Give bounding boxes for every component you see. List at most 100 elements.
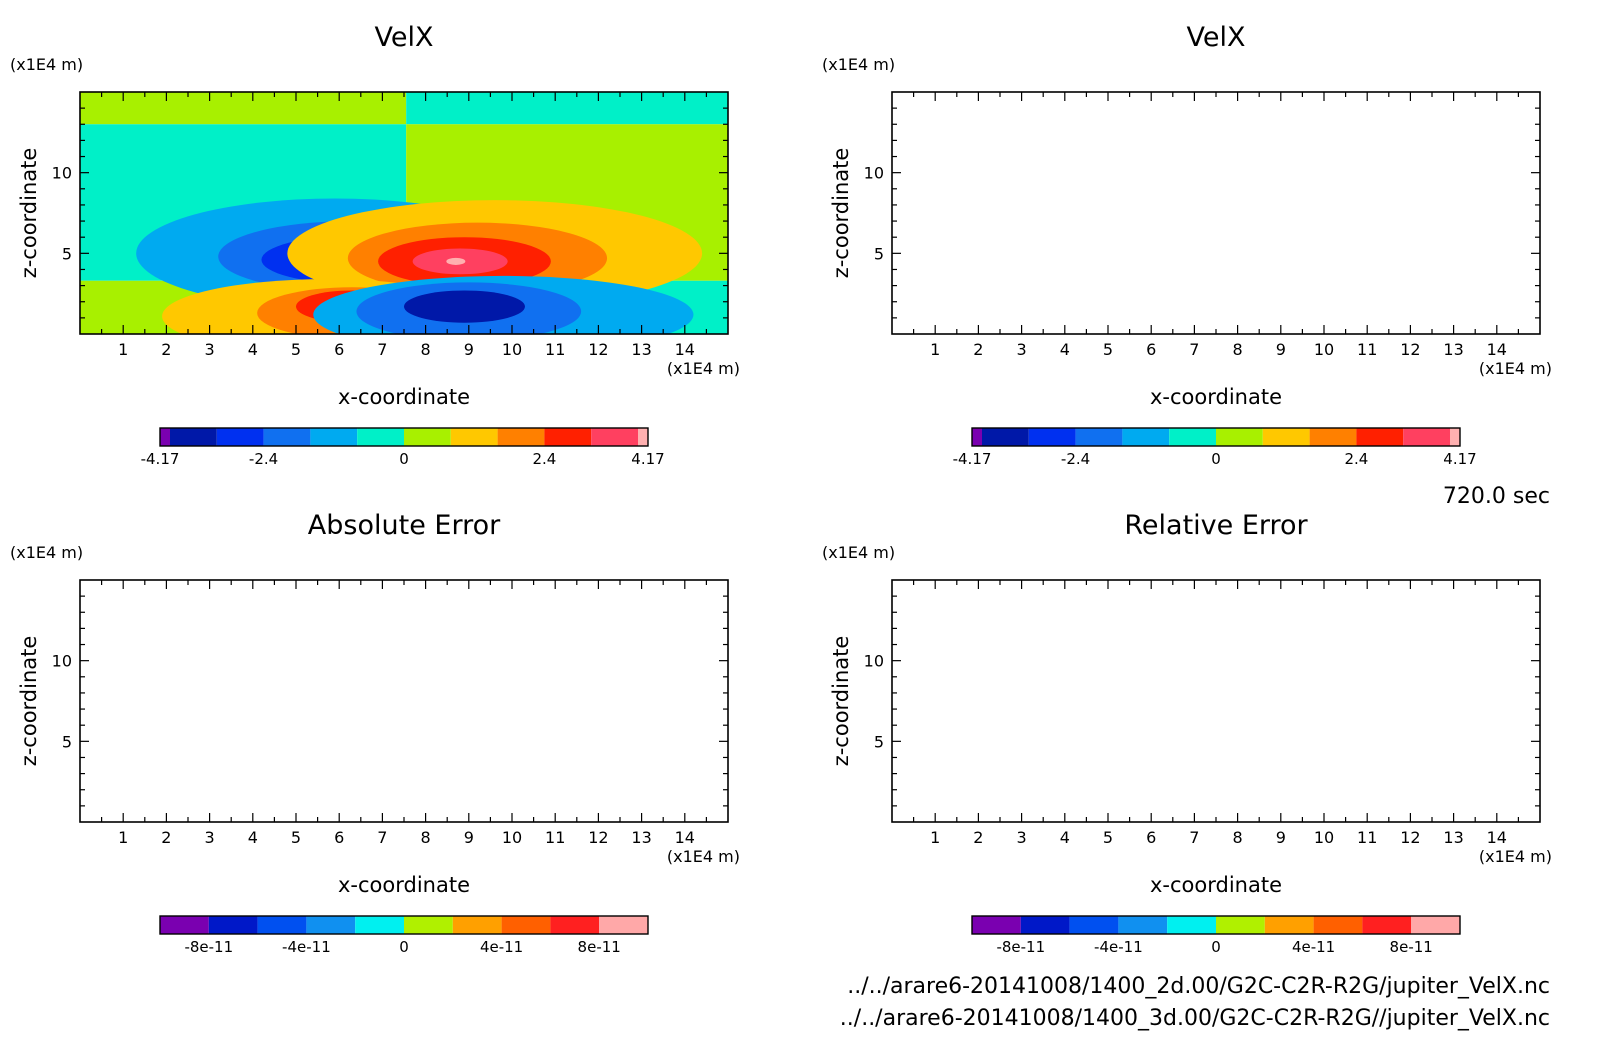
- y-unit-label: (x1E4 m): [10, 55, 83, 74]
- x-axis-label: x-coordinate: [338, 385, 470, 409]
- x-unit-label: (x1E4 m): [667, 847, 740, 866]
- colorbar-swatch: [208, 916, 258, 934]
- x-tick-label: 3: [205, 340, 215, 359]
- file-path-1: ../../arare6-20141008/1400_2d.00/G2C-C2R…: [847, 974, 1550, 999]
- chart-panel-4: Relative Error (x1E4 m) (x1E4 m) z-coordina…: [822, 510, 1552, 956]
- colorbar-frame: [159, 915, 649, 935]
- colorbar-label: -2.4: [249, 450, 278, 468]
- colorbar-swatch: [550, 916, 600, 934]
- colorbar-swatch: [263, 428, 311, 446]
- colorbar-label: 0: [399, 450, 409, 468]
- x-tick-label: 2: [973, 828, 983, 847]
- colorbar-swatch: [170, 428, 217, 446]
- upper-negative-lobe-contour-2: [1030, 221, 1298, 292]
- y-unit-label: (x1E4 m): [822, 543, 895, 562]
- plot-frame: [891, 579, 1541, 823]
- colorbar-swatch: [257, 916, 307, 934]
- colorbar: -8e-11 -4e-11 0 4e-11 8e-11: [971, 915, 1461, 956]
- colorbar-swatch: [1122, 428, 1170, 446]
- colorbar-swatch: [1118, 916, 1168, 934]
- x-tick-label: 7: [377, 340, 387, 359]
- colorbar-label: 8e-11: [1390, 938, 1433, 956]
- x-tick-label: 12: [588, 828, 608, 847]
- band-bottom-left: [892, 281, 1218, 334]
- x-tick-label: 13: [631, 828, 651, 847]
- y-tick-label: 10: [864, 652, 884, 671]
- colorbar-swatch: [1075, 428, 1123, 446]
- y-tick-label: 5: [62, 732, 72, 751]
- colorbar-label: 4e-11: [480, 938, 523, 956]
- colorbar-label: -8e-11: [996, 938, 1045, 956]
- x-tick-label: 6: [1146, 340, 1156, 359]
- x-unit-label: (x1E4 m): [1479, 359, 1552, 378]
- colorbar: -8e-11 -4e-11 0 4e-11 8e-11: [159, 915, 649, 956]
- colorbar-frame: [971, 915, 1461, 935]
- colorbar-label: 0: [1211, 938, 1221, 956]
- x-tick-label: 4: [248, 828, 258, 847]
- x-tick-label: 3: [205, 828, 215, 847]
- x-tick-label: 14: [675, 828, 695, 847]
- colorbar-swatch: [1411, 916, 1460, 934]
- x-tick-label: 4: [1060, 340, 1070, 359]
- colorbar-swatch: [591, 428, 638, 446]
- x-tick-label: 4: [248, 340, 258, 359]
- x-tick-label: 4: [1060, 828, 1070, 847]
- colorbar-swatch: [1362, 916, 1412, 934]
- plot-area: [891, 91, 1541, 353]
- colorbar-swatch: [1403, 428, 1450, 446]
- band-top-right: [1218, 92, 1540, 124]
- plot-frame: [891, 91, 1541, 335]
- chart-panel-2: VelX (x1E4 m) (x1E4 m) z-coordinate x-coordi…: [822, 22, 1552, 468]
- x-tick-label: 2: [161, 828, 171, 847]
- colorbar-label: -2.4: [1061, 450, 1090, 468]
- y-tick-label: 5: [62, 244, 72, 263]
- colorbar-label: 0: [1211, 450, 1221, 468]
- x-tick-label: 12: [1400, 828, 1420, 847]
- x-tick-label: 3: [1017, 828, 1027, 847]
- time-label: 720.0 sec: [1443, 484, 1550, 509]
- colorbar-swatch: [501, 916, 551, 934]
- colorbar-swatch: [599, 916, 648, 934]
- x-tick-label: 11: [1357, 340, 1377, 359]
- x-tick-label: 7: [377, 828, 387, 847]
- x-tick-label: 11: [545, 828, 565, 847]
- x-tick-label: 13: [1443, 340, 1463, 359]
- colorbar-swatch: [1167, 916, 1216, 934]
- colorbar-swatch: [972, 916, 1021, 934]
- x-tick-label: 2: [973, 340, 983, 359]
- chart-panel-3: Absolute Error (x1E4 m) (x1E4 m) z-coordina…: [10, 510, 740, 956]
- x-tick-label: 6: [334, 340, 344, 359]
- y-tick-label: 10: [52, 164, 72, 183]
- x-tick-label: 12: [588, 340, 608, 359]
- colorbar-swatch: [1264, 916, 1314, 934]
- y-unit-label: (x1E4 m): [822, 55, 895, 74]
- x-tick-label: 10: [502, 828, 522, 847]
- chart-title: VelX: [1187, 22, 1246, 53]
- y-unit-label: (x1E4 m): [10, 543, 83, 562]
- lower-positive-lobe-contour-3: [1108, 290, 1220, 322]
- x-tick-label: 9: [1276, 828, 1286, 847]
- file-path-2: ../../arare6-20141008/1400_3d.00/G2C-C2R…: [840, 1006, 1550, 1031]
- plot-frame: [79, 579, 729, 823]
- x-tick-label: 9: [464, 828, 474, 847]
- band-bottom-right: [1218, 281, 1540, 334]
- contour-field: [892, 92, 1540, 353]
- x-tick-label: 8: [1233, 340, 1243, 359]
- colorbar-swatch: [1169, 428, 1216, 446]
- x-tick-label: 6: [1146, 828, 1156, 847]
- chart-title: VelX: [375, 22, 434, 53]
- chart-title: Relative Error: [1124, 510, 1308, 541]
- colorbar-swatch: [638, 428, 648, 446]
- upper-positive-lobe-contour-5: [1258, 258, 1277, 265]
- plot-area: [891, 579, 1541, 823]
- band-top-right: [406, 92, 728, 125]
- lower-positive-lobe-contour-2: [1069, 287, 1259, 339]
- band-mid-left: [892, 124, 1218, 280]
- x-tick-label: 8: [421, 340, 431, 359]
- upper-negative-lobe-contour-3: [1073, 236, 1263, 284]
- colorbar-swatch: [450, 428, 498, 446]
- x-tick-label: 10: [1314, 340, 1334, 359]
